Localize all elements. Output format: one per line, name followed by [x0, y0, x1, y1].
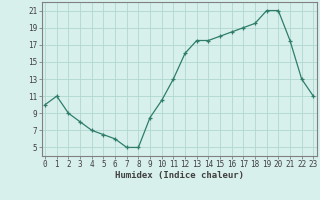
- X-axis label: Humidex (Indice chaleur): Humidex (Indice chaleur): [115, 171, 244, 180]
